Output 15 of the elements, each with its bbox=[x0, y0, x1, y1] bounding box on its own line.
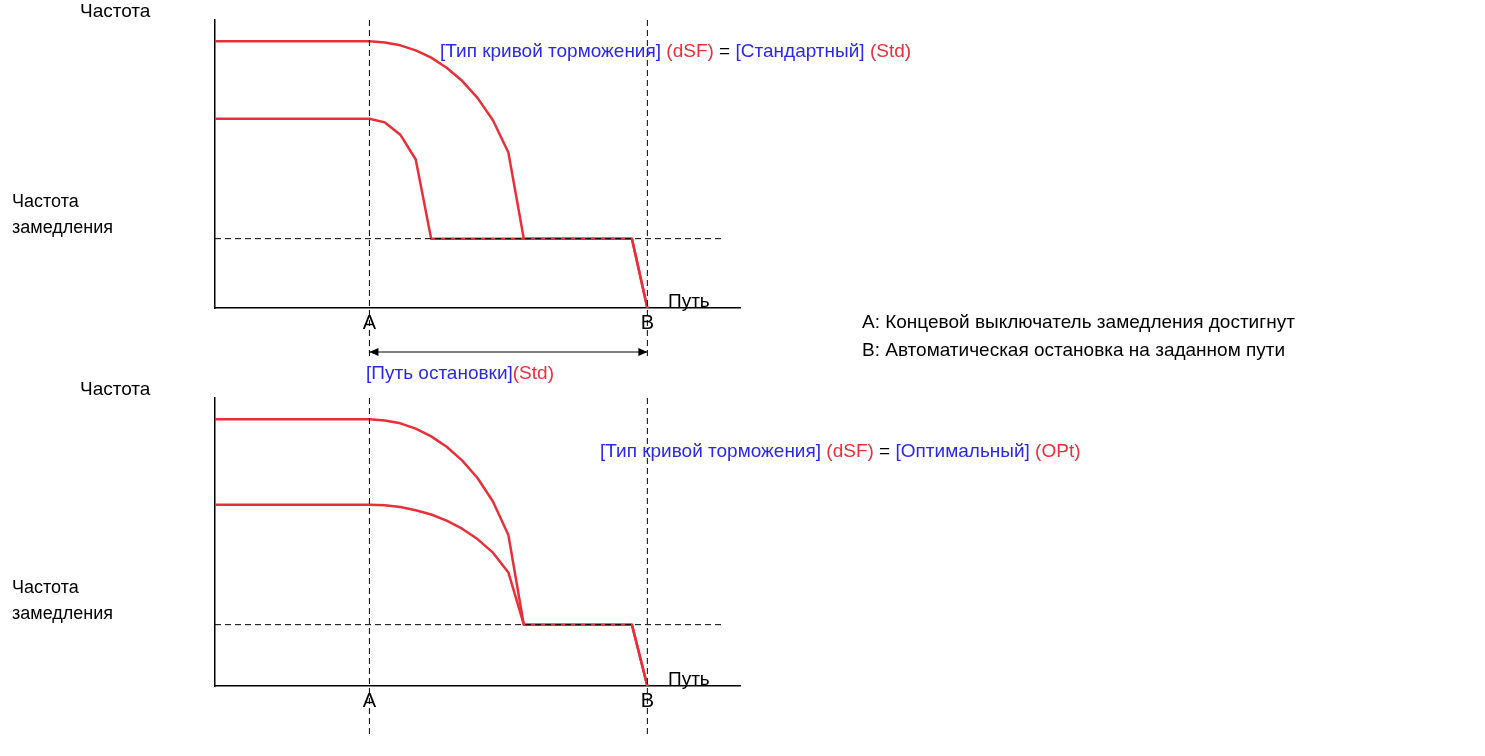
text: [Тип кривой торможения] (dSF) = [Оптимальный] (OPt) bbox=[600, 440, 1081, 461]
x-axis-title: Путь bbox=[668, 668, 710, 690]
x-tick-label: A bbox=[362, 688, 377, 711]
x-tick-label: A bbox=[362, 310, 377, 333]
text: A: Концевой выключатель замедления достигнут bbox=[862, 310, 1295, 334]
x-axis-title: Путь bbox=[668, 290, 710, 312]
y-axis-title: Частота bbox=[80, 378, 151, 400]
text: [Путь остановки](Std) bbox=[366, 362, 554, 383]
y-axis-title: Частота bbox=[80, 0, 151, 22]
ref-line-label: Частота замедления bbox=[12, 190, 114, 237]
chart-title: [Тип кривой торможения] (dSF) = [Стандартный] (Std) bbox=[440, 40, 912, 61]
x-tick-label: B bbox=[640, 688, 655, 711]
ref-line-label: Частота замедления bbox=[12, 576, 114, 623]
text: B: Автоматическая остановка на заданном пути bbox=[862, 338, 1287, 362]
x-tick-label: B bbox=[640, 310, 655, 333]
